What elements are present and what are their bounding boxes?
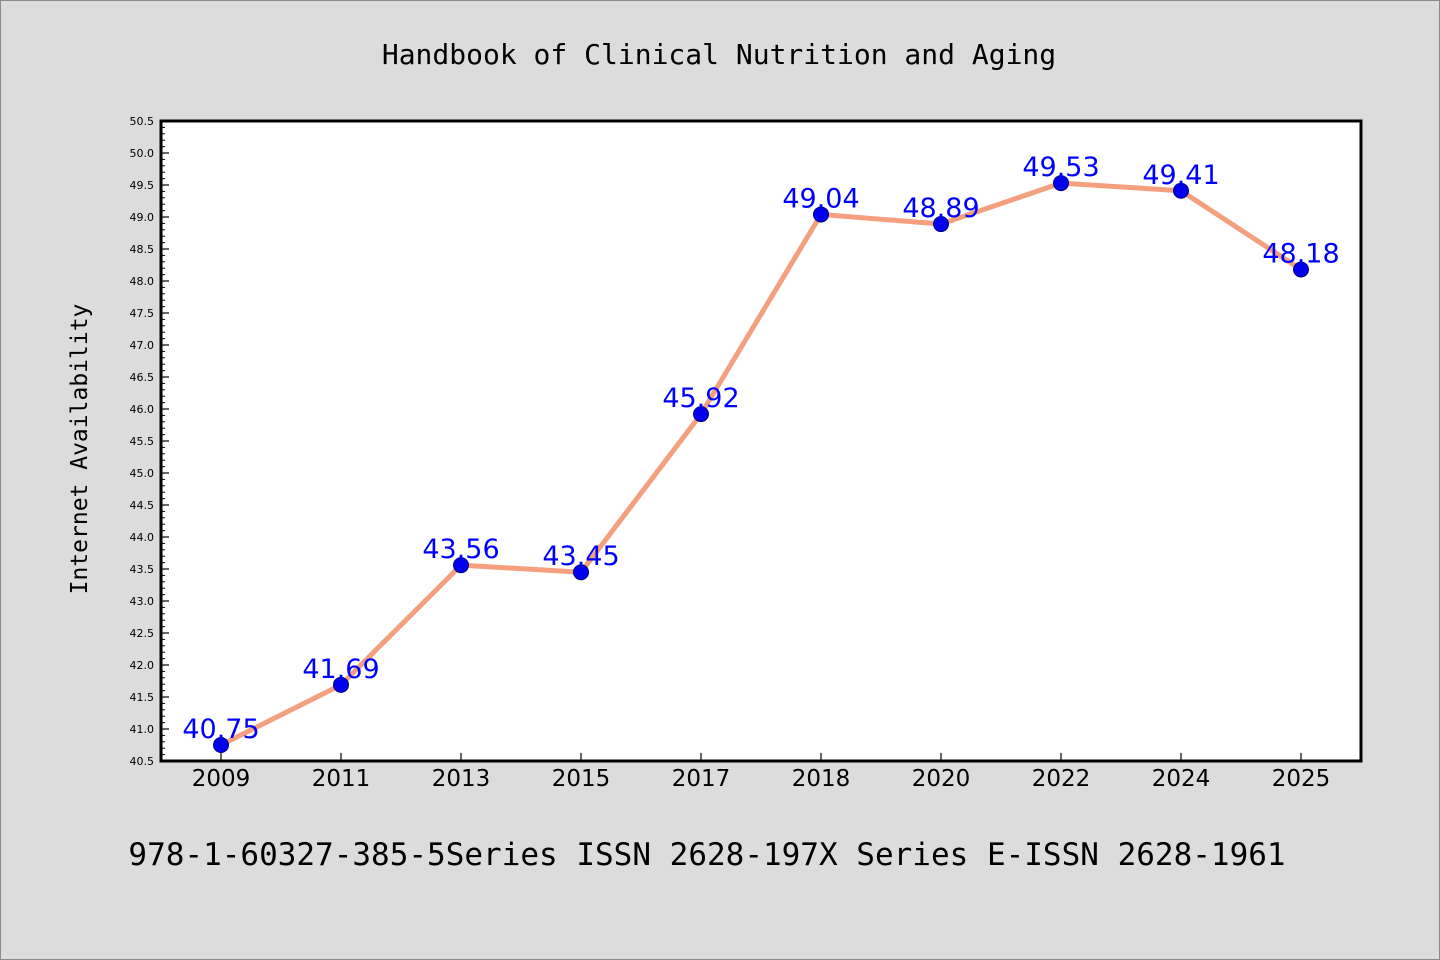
y-axis-label: Internet Availability: [67, 304, 93, 595]
x-tick-label: 2022: [1032, 766, 1091, 792]
y-tick-label: 46.5: [130, 371, 155, 384]
y-tick-label: 48.5: [130, 243, 155, 256]
data-point: [573, 564, 589, 581]
data-labels: 40.75 41.69 43.56 43.45 45.92 49.04 48.89 49.53…: [182, 152, 1339, 745]
data-point: [453, 557, 469, 574]
data-label: 49.04: [782, 183, 859, 214]
y-tick-label: 44.5: [130, 499, 155, 512]
data-label: 49.53: [1022, 152, 1099, 183]
data-point: [693, 406, 709, 423]
x-tick-label: 2015: [552, 766, 611, 792]
y-tick-label: 41.0: [130, 723, 155, 736]
y-tick-label: 45.0: [130, 467, 155, 480]
data-label: 48.18: [1262, 238, 1339, 269]
y-tick-label: 47.0: [130, 339, 155, 352]
data-point: [933, 216, 949, 233]
plot-area: [161, 121, 1361, 761]
y-tick-label: 49.0: [130, 211, 155, 224]
data-point: [1173, 182, 1189, 199]
data-point: [333, 676, 349, 693]
data-label: 49.41: [1142, 160, 1219, 191]
y-tick-label: 41.5: [130, 691, 155, 704]
x-tick-label: 2020: [912, 766, 971, 792]
chart-title: Handbook of Clinical Nutrition and Aging: [382, 38, 1056, 71]
y-tick-label: 45.5: [130, 435, 155, 448]
x-tick-label: 2009: [192, 766, 251, 792]
data-point: [213, 737, 229, 753]
x-tick-label: 2011: [312, 766, 371, 792]
y-tick-label: 44.0: [130, 531, 155, 544]
y-tick-label: 43.5: [130, 563, 155, 576]
x-axis: 2009 2011 2013 2015 2017 2018 2020 2022 2024 2025: [192, 753, 1331, 792]
x-tick-label: 2017: [672, 766, 731, 792]
x-tick-label: 2024: [1152, 766, 1211, 792]
y-tick-label: 40.5: [130, 755, 155, 768]
y-tick-label: 42.0: [130, 659, 155, 672]
data-label: 45.92: [662, 383, 739, 414]
data-point: [813, 206, 829, 223]
data-label: 43.56: [422, 534, 499, 565]
y-tick-label: 50.0: [130, 147, 155, 160]
x-tick-label: 2018: [792, 766, 851, 792]
y-tick-label: 42.5: [130, 627, 155, 640]
series-internet-availability: [213, 175, 1309, 753]
y-tick-label: 50.5: [130, 115, 155, 128]
y-tick-label: 48.0: [130, 275, 155, 288]
x-tick-label: 2013: [432, 766, 491, 792]
data-point: [1293, 261, 1309, 278]
data-point: [1053, 175, 1069, 192]
data-label: 40.75: [182, 714, 259, 745]
y-tick-label: 43.0: [130, 595, 155, 608]
data-label: 48.89: [902, 193, 979, 224]
data-label: 43.45: [542, 541, 619, 572]
y-tick-label: 46.0: [130, 403, 155, 416]
y-axis: 40.5 41.0 41.5 42.0 42.5 43.0 43.5 44.0 44.5 45.0…: [130, 115, 169, 768]
data-label: 41.69: [302, 654, 379, 685]
y-tick-label: 49.5: [130, 179, 155, 192]
footer-text: 978-1-60327-385-5Series ISSN 2628-197X S…: [128, 837, 1285, 873]
plot-frame: [159, 119, 1363, 763]
x-tick-label: 2025: [1272, 766, 1331, 792]
series-line: [218, 180, 1304, 748]
y-tick-label: 47.5: [130, 307, 155, 320]
